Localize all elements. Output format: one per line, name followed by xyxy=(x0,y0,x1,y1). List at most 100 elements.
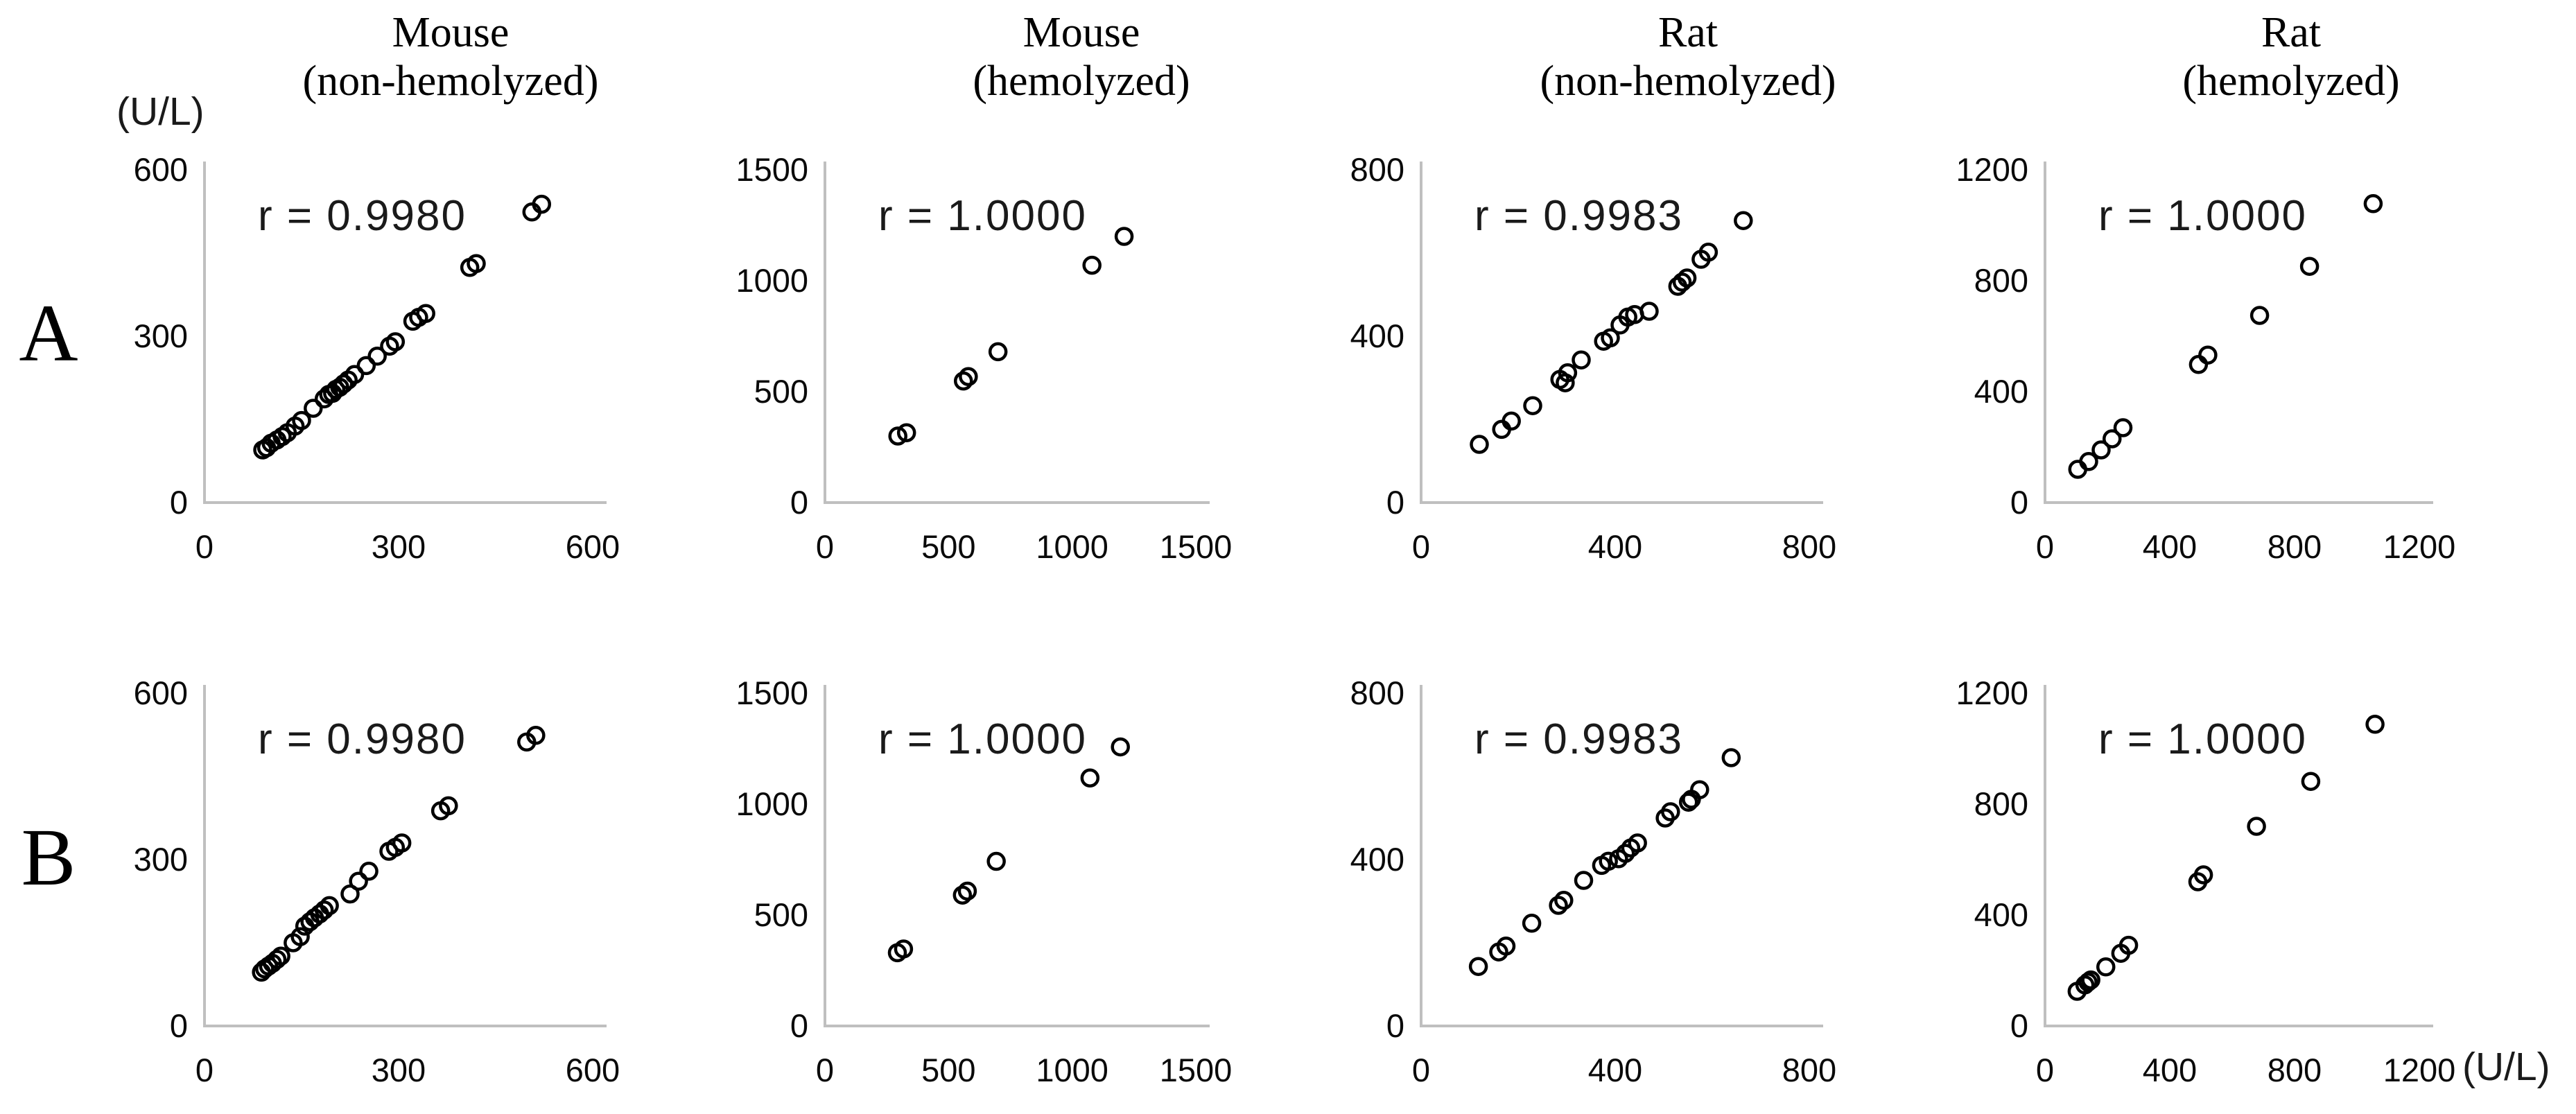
data-point xyxy=(1615,844,1635,863)
x-tick-label: 0 xyxy=(816,1052,834,1088)
data-point xyxy=(894,939,914,959)
column-header-line2: (hemolyzed) xyxy=(973,58,1190,105)
data-point xyxy=(2078,973,2098,992)
data-point xyxy=(385,332,406,351)
column-header-line2: (non-hemolyzed) xyxy=(1540,58,1836,105)
x-tick-label: 800 xyxy=(2268,1052,2322,1088)
column-header-mouse-hemolyzed: Mouse (hemolyzed) xyxy=(769,8,1393,105)
r-value-label: r = 0.9983 xyxy=(1474,715,1683,763)
r-value-label: r = 1.0000 xyxy=(2098,192,2307,240)
data-point xyxy=(1678,792,1698,812)
data-point xyxy=(1522,914,1542,933)
data-point xyxy=(1556,373,1575,392)
column-header-line1: Mouse xyxy=(1022,9,1140,56)
y-tick-label: 600 xyxy=(134,675,188,711)
data-point xyxy=(349,871,368,891)
y-tick-label: 1200 xyxy=(1956,151,2028,188)
data-point xyxy=(1574,871,1594,890)
x-tick-label: 1200 xyxy=(2383,528,2456,565)
x-tick-label: 0 xyxy=(816,528,834,565)
data-point xyxy=(2113,418,2133,437)
y-tick-label: 1000 xyxy=(736,785,808,822)
data-point xyxy=(953,371,973,391)
data-point xyxy=(1599,851,1618,871)
data-point xyxy=(1572,350,1591,369)
x-tick-label: 600 xyxy=(566,1052,620,1088)
data-point xyxy=(1114,227,1134,246)
column-header-line2: (non-hemolyzed) xyxy=(302,58,599,105)
data-point xyxy=(2193,865,2213,885)
x-tick-label: 400 xyxy=(2143,528,2197,565)
data-point xyxy=(292,410,311,430)
column-header-rat-hemolyzed: Rat (hemolyzed) xyxy=(1979,8,2576,105)
y-tick-label: 1500 xyxy=(736,675,808,711)
data-point xyxy=(1677,268,1697,288)
scatter-plot-b-rat-non-hemolyzed: r = 0.9983 0 400 800 0 400 800 xyxy=(1300,648,1910,1114)
scatter-plot-b-rat-hemolyzed: r = 1.0000 0 400 800 1200 0 400 800 1200 xyxy=(1924,648,2534,1114)
column-header-line1: Mouse xyxy=(392,9,510,56)
x-tick-label: 300 xyxy=(372,1052,426,1088)
y-tick-label: 600 xyxy=(134,151,188,188)
data-point xyxy=(467,254,486,273)
data-point xyxy=(896,423,916,442)
scatter-plot-a-mouse-hemolyzed: r = 1.0000 0 500 1000 1500 0 500 1000 1500 xyxy=(704,125,1314,596)
x-tick-label: 0 xyxy=(195,528,214,565)
y-tick-label: 800 xyxy=(1974,262,2028,299)
panel-label-a: A xyxy=(19,288,78,378)
data-point xyxy=(1690,780,1709,799)
data-point xyxy=(367,347,387,366)
x-tick-label: 1000 xyxy=(1036,528,1108,565)
y-tick-label: 400 xyxy=(1350,317,1404,354)
data-point xyxy=(1721,748,1741,767)
plot-area: 0 500 1000 1500 0 500 1000 1500 xyxy=(736,151,1233,565)
data-point xyxy=(959,367,978,386)
data-point xyxy=(304,399,323,418)
x-tick-label: 1500 xyxy=(1160,528,1233,565)
data-point xyxy=(1639,302,1659,321)
y-tick-label: 500 xyxy=(754,373,808,410)
y-tick-label: 0 xyxy=(2010,1007,2028,1044)
data-point xyxy=(2247,817,2266,836)
data-point xyxy=(1523,396,1542,415)
plot-area: 0 400 800 1200 0 400 800 1200 xyxy=(1956,675,2455,1088)
data-point xyxy=(1698,243,1718,262)
x-tick-label: 0 xyxy=(2036,1052,2054,1088)
data-point xyxy=(2188,355,2209,374)
data-point xyxy=(2198,345,2218,365)
data-point xyxy=(1601,328,1620,348)
y-tick-label: 0 xyxy=(1386,1007,1404,1044)
data-point xyxy=(2103,429,2122,449)
y-tick-label: 500 xyxy=(754,896,808,933)
data-point xyxy=(1082,255,1102,275)
plot-area: 0 400 800 0 400 800 xyxy=(1350,675,1837,1088)
data-point xyxy=(532,194,552,214)
r-value-label: r = 0.9983 xyxy=(1474,192,1683,240)
plot-area: 0 300 600 0 300 600 xyxy=(134,151,620,565)
data-point xyxy=(2091,440,2111,460)
scatter-plot-b-mouse-hemolyzed: r = 1.0000 0 500 1000 1500 0 500 1000 1500 xyxy=(704,648,1314,1114)
y-tick-label: 0 xyxy=(790,1007,808,1044)
y-tick-label: 300 xyxy=(134,841,188,878)
data-point xyxy=(988,342,1008,362)
data-point xyxy=(333,374,354,394)
data-point xyxy=(2363,194,2383,214)
data-point xyxy=(1661,802,1680,821)
x-tick-label: 0 xyxy=(195,1052,214,1088)
y-tick-label: 1500 xyxy=(736,151,808,188)
data-point xyxy=(320,896,339,916)
data-point xyxy=(2081,970,2100,990)
data-point xyxy=(271,946,290,966)
data-point xyxy=(267,950,287,969)
r-value-label: r = 0.9980 xyxy=(258,192,467,240)
plot-area: 0 400 800 1200 0 400 800 1200 xyxy=(1956,151,2456,565)
x-tick-label: 400 xyxy=(1588,1052,1642,1088)
data-point xyxy=(416,304,435,323)
y-tick-label: 0 xyxy=(170,1007,188,1044)
panel-label-b: B xyxy=(21,812,76,903)
x-tick-label: 300 xyxy=(372,528,426,565)
data-point xyxy=(359,862,378,881)
r-value-label: r = 0.9980 xyxy=(258,715,467,763)
x-tick-label: 0 xyxy=(1412,1052,1430,1088)
data-point xyxy=(392,833,412,853)
y-tick-label: 800 xyxy=(1350,151,1404,188)
